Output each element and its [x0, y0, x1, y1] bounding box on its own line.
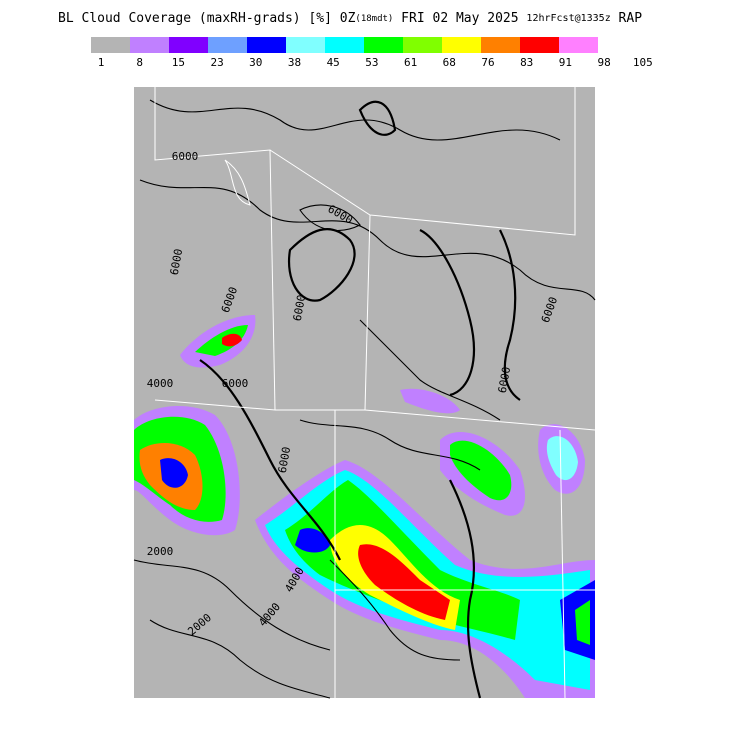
- contour: [419, 229, 475, 397]
- legend-label: 1: [98, 56, 105, 69]
- title-part: RAP: [611, 11, 642, 26]
- legend-label: 45: [327, 56, 340, 69]
- contour-label: 6000: [168, 248, 185, 276]
- contour: [358, 100, 397, 136]
- legend-swatch: [247, 37, 286, 53]
- title: BL Cloud Coverage (maxRH-grads) [%] 0Z(1…: [58, 11, 642, 26]
- legend-swatch: [286, 37, 325, 53]
- cloud-area: [450, 440, 512, 501]
- legend: 1 8 15 23 30 38 45 53 61 68 76 83 91 98 105: [91, 37, 653, 69]
- cloud-area: [400, 388, 460, 414]
- contour-label: 4000: [147, 377, 174, 390]
- legend-swatch: [364, 37, 403, 53]
- legend-swatch: [208, 37, 247, 53]
- cloud-area: [358, 544, 450, 620]
- legend-swatch: [559, 37, 598, 53]
- contour-label: 6000: [222, 377, 249, 390]
- contour: [299, 204, 361, 231]
- border: [559, 429, 566, 699]
- legend-label: 83: [520, 56, 533, 69]
- contour: [299, 419, 481, 471]
- contour: [499, 229, 521, 401]
- contour-label: 6000: [172, 150, 199, 163]
- legend-label: 61: [404, 56, 417, 69]
- cloud-area: [295, 528, 330, 553]
- contour-label: 2000: [147, 545, 174, 558]
- contour-label: 6000: [276, 446, 293, 474]
- contour: [133, 559, 331, 651]
- cloud-area: [575, 600, 590, 645]
- contour: [329, 559, 461, 661]
- border: [269, 87, 576, 236]
- title-part: FRI 02 May 2025: [393, 11, 526, 26]
- legend-swatch: [520, 37, 559, 53]
- state-borders: [154, 87, 596, 699]
- contour: [139, 179, 596, 301]
- legend-swatch: [325, 37, 364, 53]
- cloud-area: [195, 325, 248, 356]
- cloud-area: [160, 458, 188, 488]
- contour: [287, 228, 356, 302]
- legend-swatch: [91, 37, 130, 53]
- cloud-area: [222, 333, 242, 347]
- legend-label: 38: [288, 56, 301, 69]
- title-part: (18mdt): [355, 14, 393, 24]
- contour: [149, 619, 331, 699]
- legend-label: 23: [210, 56, 223, 69]
- legend-label: 105: [633, 56, 653, 69]
- contour-label: 6000: [291, 294, 308, 322]
- contour: [359, 319, 501, 421]
- legend-swatch: [130, 37, 169, 53]
- legend-label: 98: [597, 56, 610, 69]
- legend-swatch: [169, 37, 208, 53]
- legend-label: 68: [443, 56, 456, 69]
- legend-swatch: [403, 37, 442, 53]
- contour: [149, 99, 561, 141]
- legend-label: 53: [365, 56, 378, 69]
- legend-label: 76: [481, 56, 494, 69]
- legend-label: 8: [136, 56, 143, 69]
- contour-label: 6000: [496, 366, 513, 394]
- cloud-area: [546, 436, 578, 481]
- contour: [199, 359, 341, 561]
- contour: [449, 479, 482, 699]
- border: [224, 159, 251, 206]
- legend-label: 30: [249, 56, 262, 69]
- legend-label: 15: [172, 56, 185, 69]
- title-part: 12hrFcst@1335z: [526, 13, 610, 24]
- title-part: BL Cloud Coverage (maxRH-grads) [%] 0Z: [58, 11, 356, 26]
- legend-swatch: [442, 37, 481, 53]
- contours: [133, 99, 596, 699]
- legend-label: 91: [559, 56, 572, 69]
- border: [364, 409, 596, 431]
- legend-swatch: [481, 37, 520, 53]
- cloud-areas: [134, 315, 595, 698]
